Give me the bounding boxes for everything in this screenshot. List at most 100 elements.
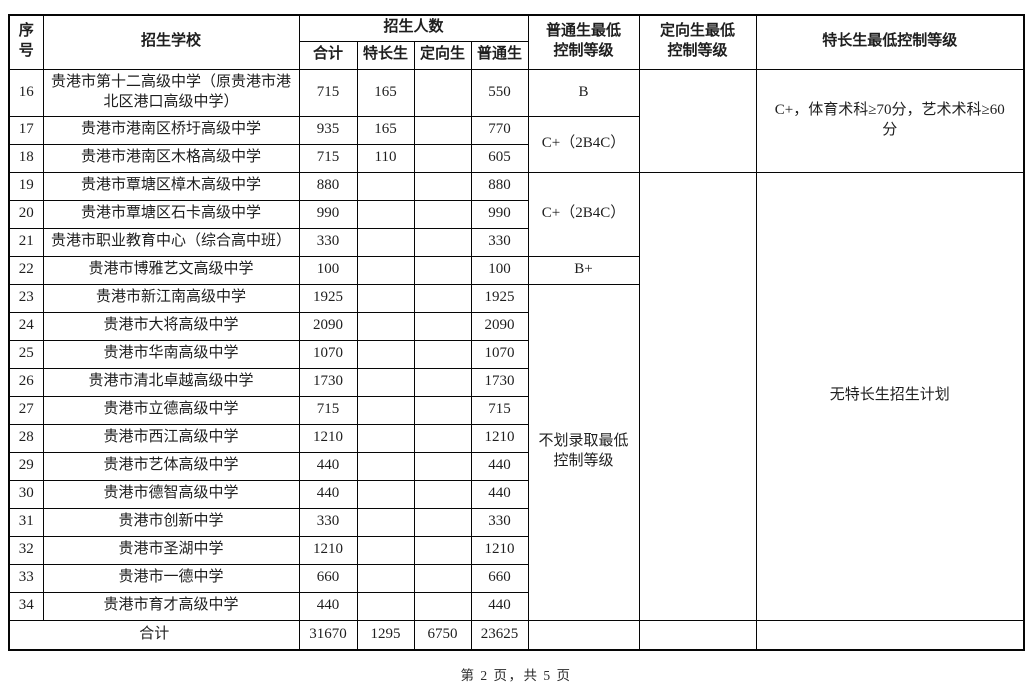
total-directed: 6750 bbox=[413, 619, 472, 651]
total-special-min-empty bbox=[755, 619, 1025, 651]
cell-directed bbox=[413, 227, 472, 257]
header-no: 序号 bbox=[8, 14, 44, 70]
header-special-min-grade: 特长生最低控制等级 bbox=[755, 14, 1025, 70]
cell-school: 贵港市一德中学 bbox=[42, 563, 300, 593]
cell-no: 30 bbox=[8, 479, 44, 509]
cell-special bbox=[356, 535, 415, 565]
cell-total: 1925 bbox=[298, 283, 358, 313]
cell-regular: 550 bbox=[470, 68, 529, 117]
cell-regular: 605 bbox=[470, 143, 529, 173]
cell-special bbox=[356, 311, 415, 341]
cell-regular-min: B+ bbox=[527, 255, 640, 285]
cell-directed bbox=[413, 199, 472, 229]
cell-directed bbox=[413, 507, 472, 537]
table-row: 23 贵港市新江南高级中学 1925 1925 不划录取最低 控制等级 bbox=[8, 283, 1024, 621]
total-regular-min-empty bbox=[527, 619, 640, 651]
table-row: 27 贵港市立德高级中学 715 715 bbox=[8, 395, 1024, 425]
cell-regular: 440 bbox=[470, 479, 529, 509]
header-regular-min-grade: 普通生最低 控制等级 bbox=[527, 14, 640, 70]
cell-school: 贵港市华南高级中学 bbox=[42, 339, 300, 369]
cell-directed bbox=[413, 563, 472, 593]
table-row: 19 贵港市覃塘区樟木高级中学 880 880 C+（2B4C） 无特长生招生计… bbox=[8, 171, 1025, 621]
cell-total: 2090 bbox=[298, 311, 358, 341]
cell-total: 935 bbox=[298, 115, 358, 145]
cell-total: 440 bbox=[298, 591, 358, 621]
cell-special bbox=[356, 563, 415, 593]
cell-total: 880 bbox=[298, 171, 358, 201]
cell-total: 715 bbox=[298, 68, 358, 117]
table-row: 31 贵港市创新中学 330 330 bbox=[8, 507, 1024, 537]
cell-directed bbox=[413, 367, 472, 397]
cell-no: 27 bbox=[8, 395, 44, 425]
cell-total: 330 bbox=[298, 227, 358, 257]
cell-directed bbox=[413, 479, 472, 509]
cell-directed bbox=[413, 395, 472, 425]
header-total: 合计 bbox=[298, 40, 358, 70]
cell-regular: 1210 bbox=[470, 423, 529, 453]
cell-no: 25 bbox=[8, 339, 44, 369]
cell-directed bbox=[413, 68, 472, 117]
table-row: 18 贵港市港南区木格高级中学 715 110 605 bbox=[8, 143, 1024, 173]
table-row: 32 贵港市圣湖中学 1210 1210 bbox=[8, 535, 1024, 565]
cell-regular: 330 bbox=[470, 507, 529, 537]
cell-special bbox=[356, 199, 415, 229]
cell-no: 23 bbox=[8, 283, 44, 313]
cell-directed bbox=[413, 591, 472, 621]
total-special: 1295 bbox=[356, 619, 415, 651]
table-row: 16 贵港市第十二高级中学（原贵港市港北区港口高级中学） 715 165 550… bbox=[8, 68, 1025, 173]
table-row: 28 贵港市西江高级中学 1210 1210 bbox=[8, 423, 1024, 453]
cell-total: 1730 bbox=[298, 367, 358, 397]
cell-total: 1070 bbox=[298, 339, 358, 369]
total-total: 31670 bbox=[298, 619, 358, 651]
cell-directed bbox=[413, 451, 472, 481]
table-row: 25 贵港市华南高级中学 1070 1070 bbox=[8, 339, 1024, 369]
cell-regular: 1210 bbox=[470, 535, 529, 565]
cell-directed bbox=[413, 423, 472, 453]
cell-no: 28 bbox=[8, 423, 44, 453]
cell-regular: 880 bbox=[470, 171, 529, 201]
table-row: 29 贵港市艺体高级中学 440 440 bbox=[8, 451, 1024, 481]
total-directed-min-empty bbox=[638, 619, 757, 651]
cell-regular: 440 bbox=[470, 451, 529, 481]
cell-school: 贵港市立德高级中学 bbox=[42, 395, 300, 425]
cell-directed-min bbox=[638, 68, 757, 173]
table-row: 24 贵港市大将高级中学 2090 2090 bbox=[8, 311, 1024, 341]
cell-regular: 2090 bbox=[470, 311, 529, 341]
cell-total: 1210 bbox=[298, 423, 358, 453]
cell-school: 贵港市清北卓越高级中学 bbox=[42, 367, 300, 397]
cell-regular: 1730 bbox=[470, 367, 529, 397]
cell-directed-min bbox=[638, 171, 757, 621]
cell-special-min: 无特长生招生计划 bbox=[755, 171, 1025, 621]
total-label: 合计 bbox=[8, 619, 300, 651]
cell-school: 贵港市博雅艺文高级中学 bbox=[42, 255, 300, 285]
page-number: 第 2 页，共 5 页 bbox=[460, 668, 572, 683]
header-row-2: 合计 特长生 定向生 普通生 bbox=[9, 40, 1024, 70]
cell-regular: 330 bbox=[470, 227, 529, 257]
cell-total: 330 bbox=[298, 507, 358, 537]
cell-no: 34 bbox=[8, 591, 44, 621]
total-row: 合计 31670 1295 6750 23625 bbox=[8, 619, 1025, 651]
cell-special: 165 bbox=[356, 115, 415, 145]
header-special-students: 特长生 bbox=[356, 40, 415, 70]
header-directed-min-grade: 定向生最低 控制等级 bbox=[638, 14, 757, 70]
cell-regular: 100 bbox=[470, 255, 529, 285]
cell-school: 贵港市德智高级中学 bbox=[42, 479, 300, 509]
cell-special-min: C+，体育术科≥70分，艺术术科≥60 分 bbox=[755, 68, 1025, 173]
cell-special bbox=[356, 255, 415, 285]
cell-no: 21 bbox=[8, 227, 44, 257]
cell-regular: 990 bbox=[470, 199, 529, 229]
table-row: 33 贵港市一德中学 660 660 bbox=[8, 563, 1024, 593]
cell-directed bbox=[413, 171, 472, 201]
cell-special bbox=[356, 395, 415, 425]
cell-regular: 1070 bbox=[470, 339, 529, 369]
cell-total: 660 bbox=[298, 563, 358, 593]
cell-regular-min: C+（2B4C） bbox=[527, 115, 640, 173]
cell-school: 贵港市育才高级中学 bbox=[42, 591, 300, 621]
cell-no: 32 bbox=[8, 535, 44, 565]
cell-special bbox=[356, 423, 415, 453]
cell-directed bbox=[413, 143, 472, 173]
cell-school: 贵港市覃塘区石卡高级中学 bbox=[42, 199, 300, 229]
cell-total: 990 bbox=[298, 199, 358, 229]
cell-special: 165 bbox=[356, 68, 415, 117]
